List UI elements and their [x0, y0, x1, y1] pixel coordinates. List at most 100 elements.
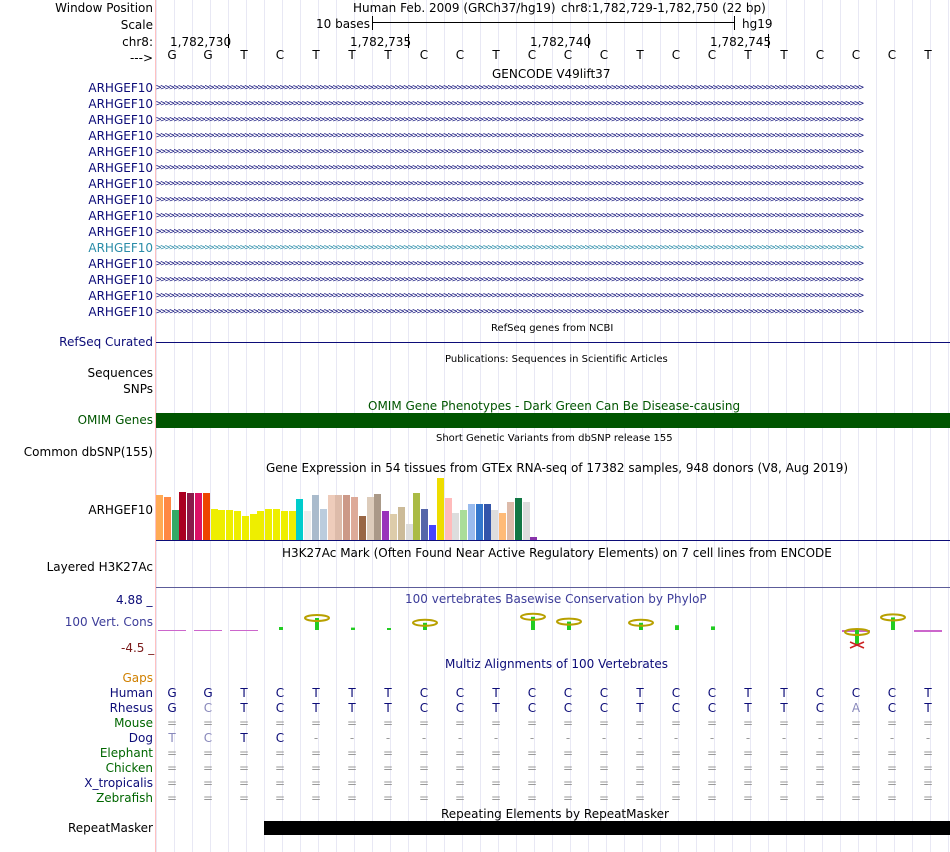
cons-bar-positive[interactable]: [675, 625, 679, 630]
gtex-tissue-bar[interactable]: [397, 507, 405, 540]
cons-bar-negative[interactable]: [158, 630, 186, 631]
cons-bar-positive[interactable]: [315, 618, 319, 630]
cons-bar-positive[interactable]: [567, 621, 571, 630]
gtex-tissue-bar[interactable]: [444, 498, 452, 540]
gencode-transcript[interactable]: >>>>>>>>>>>>>>>>>>>>>>>>>>>>>>>>>>>>>>>>…: [156, 84, 864, 93]
gtex-tissue-bar[interactable]: [530, 537, 538, 540]
gtex-tissue-bar[interactable]: [390, 514, 397, 540]
omim-label[interactable]: OMIM Genes: [77, 413, 153, 427]
gtex-tissue-bar[interactable]: [226, 510, 234, 540]
species-label[interactable]: Dog: [128, 731, 153, 745]
gencode-gene-label[interactable]: ARHGEF10: [88, 257, 153, 271]
gencode-gene-label[interactable]: ARHGEF10: [88, 241, 153, 255]
gencode-transcript[interactable]: >>>>>>>>>>>>>>>>>>>>>>>>>>>>>>>>>>>>>>>>…: [156, 100, 864, 109]
gtex-tissue-bar[interactable]: [475, 504, 483, 540]
cons-bar-positive[interactable]: [387, 628, 391, 630]
gencode-transcript[interactable]: >>>>>>>>>>>>>>>>>>>>>>>>>>>>>>>>>>>>>>>>…: [156, 276, 864, 285]
gtex-tissue-bar[interactable]: [452, 513, 460, 540]
gencode-gene-label[interactable]: ARHGEF10: [88, 225, 153, 239]
gtex-tissue-bar[interactable]: [296, 499, 304, 540]
refseq-line[interactable]: [156, 342, 950, 343]
gtex-tissue-bar[interactable]: [343, 495, 351, 540]
gencode-transcript[interactable]: >>>>>>>>>>>>>>>>>>>>>>>>>>>>>>>>>>>>>>>>…: [156, 228, 864, 237]
gencode-gene-label[interactable]: ARHGEF10: [88, 113, 153, 127]
gtex-tissue-bar[interactable]: [335, 495, 343, 540]
gtex-tissue-bar[interactable]: [273, 509, 280, 540]
gtex-tissue-bar[interactable]: [187, 493, 195, 540]
gtex-tissue-bar[interactable]: [218, 510, 226, 540]
gencode-gene-label[interactable]: ARHGEF10: [88, 273, 153, 287]
gtex-tissue-bar[interactable]: [171, 510, 179, 540]
gtex-tissue-bar[interactable]: [522, 502, 530, 540]
species-label[interactable]: Rhesus: [109, 701, 153, 715]
cons-bar-positive[interactable]: [891, 617, 895, 630]
gencode-gene-label[interactable]: ARHGEF10: [88, 81, 153, 95]
gtex-bar-chart[interactable]: [156, 476, 538, 540]
gtex-title[interactable]: Gene Expression in 54 tissues from GTEx …: [266, 461, 849, 475]
gencode-transcript[interactable]: >>>>>>>>>>>>>>>>>>>>>>>>>>>>>>>>>>>>>>>>…: [156, 116, 864, 125]
gtex-tissue-bar[interactable]: [436, 478, 444, 540]
gencode-transcript[interactable]: >>>>>>>>>>>>>>>>>>>>>>>>>>>>>>>>>>>>>>>>…: [156, 292, 864, 301]
gtex-tissue-bar[interactable]: [421, 509, 429, 540]
gtex-tissue-bar[interactable]: [366, 497, 374, 540]
snps-label[interactable]: SNPs: [123, 382, 153, 396]
gtex-tissue-bar[interactable]: [514, 498, 522, 540]
omim-bar[interactable]: [156, 413, 950, 428]
publications-title[interactable]: Publications: Sequences in Scientific Ar…: [445, 354, 668, 365]
cons-title[interactable]: 100 vertebrates Basewise Conservation by…: [405, 592, 707, 606]
gencode-gene-label[interactable]: ARHGEF10: [88, 193, 153, 207]
gtex-tissue-bar[interactable]: [327, 495, 335, 540]
gtex-tissue-bar[interactable]: [483, 504, 491, 540]
gaps-label[interactable]: Gaps: [122, 671, 153, 685]
gtex-tissue-bar[interactable]: [265, 509, 273, 540]
species-label[interactable]: Zebrafish: [96, 791, 153, 805]
dbsnp-title[interactable]: Short Genetic Variants from dbSNP releas…: [436, 433, 673, 444]
species-label[interactable]: Chicken: [105, 761, 153, 775]
gtex-tissue-bar[interactable]: [491, 510, 499, 540]
gtex-tissue-bar[interactable]: [163, 497, 171, 540]
gtex-tissue-bar[interactable]: [460, 510, 468, 540]
gencode-gene-label[interactable]: ARHGEF10: [88, 177, 153, 191]
gtex-tissue-bar[interactable]: [179, 492, 187, 540]
gencode-transcript[interactable]: >>>>>>>>>>>>>>>>>>>>>>>>>>>>>>>>>>>>>>>>…: [156, 164, 864, 173]
gtex-tissue-bar[interactable]: [413, 493, 421, 540]
gtex-tissue-bar[interactable]: [499, 513, 507, 540]
sequences-label[interactable]: Sequences: [87, 366, 153, 380]
gtex-tissue-bar[interactable]: [374, 494, 382, 540]
species-label[interactable]: Human: [109, 686, 153, 700]
gencode-transcript[interactable]: >>>>>>>>>>>>>>>>>>>>>>>>>>>>>>>>>>>>>>>>…: [156, 244, 864, 253]
gtex-tissue-bar[interactable]: [210, 509, 218, 540]
species-label[interactable]: Mouse: [114, 716, 153, 730]
conservation-plot[interactable]: [156, 600, 950, 656]
gtex-tissue-bar[interactable]: [234, 511, 241, 540]
gtex-tissue-bar[interactable]: [319, 509, 327, 540]
gtex-tissue-bar[interactable]: [312, 495, 319, 540]
refseq-label[interactable]: RefSeq Curated: [59, 335, 153, 349]
gtex-tissue-bar[interactable]: [382, 511, 390, 540]
h3k27ac-label[interactable]: Layered H3K27Ac: [46, 560, 153, 574]
cons-bar-positive[interactable]: [711, 626, 715, 630]
cons-bar-negative[interactable]: [914, 630, 942, 632]
gtex-tissue-bar[interactable]: [288, 511, 296, 540]
gtex-tissue-bar[interactable]: [280, 511, 288, 540]
cons-bar-negative-deep[interactable]: [855, 630, 859, 646]
gencode-transcript[interactable]: >>>>>>>>>>>>>>>>>>>>>>>>>>>>>>>>>>>>>>>>…: [156, 148, 864, 157]
gencode-transcript[interactable]: >>>>>>>>>>>>>>>>>>>>>>>>>>>>>>>>>>>>>>>>…: [156, 308, 864, 317]
gtex-tissue-bar[interactable]: [249, 514, 257, 540]
cons-bar-positive[interactable]: [279, 627, 283, 630]
refseq-title[interactable]: RefSeq genes from NCBI: [491, 323, 614, 334]
gencode-gene-label[interactable]: ARHGEF10: [88, 289, 153, 303]
multiz-title[interactable]: Multiz Alignments of 100 Vertebrates: [445, 657, 669, 671]
gencode-transcript[interactable]: >>>>>>>>>>>>>>>>>>>>>>>>>>>>>>>>>>>>>>>>…: [156, 212, 864, 221]
gtex-tissue-bar[interactable]: [468, 504, 475, 540]
gtex-tissue-bar[interactable]: [257, 511, 265, 540]
repeat-element-bar[interactable]: [264, 821, 950, 835]
h3k27ac-title[interactable]: H3K27Ac Mark (Often Found Near Active Re…: [282, 546, 832, 560]
repeatmasker-title[interactable]: Repeating Elements by RepeatMasker: [441, 807, 669, 821]
dbsnp-label[interactable]: Common dbSNP(155): [23, 445, 153, 459]
gencode-transcript[interactable]: >>>>>>>>>>>>>>>>>>>>>>>>>>>>>>>>>>>>>>>>…: [156, 260, 864, 269]
species-label[interactable]: Elephant: [99, 746, 153, 760]
gtex-tissue-bar[interactable]: [156, 495, 163, 540]
gencode-transcript[interactable]: >>>>>>>>>>>>>>>>>>>>>>>>>>>>>>>>>>>>>>>>…: [156, 132, 864, 141]
